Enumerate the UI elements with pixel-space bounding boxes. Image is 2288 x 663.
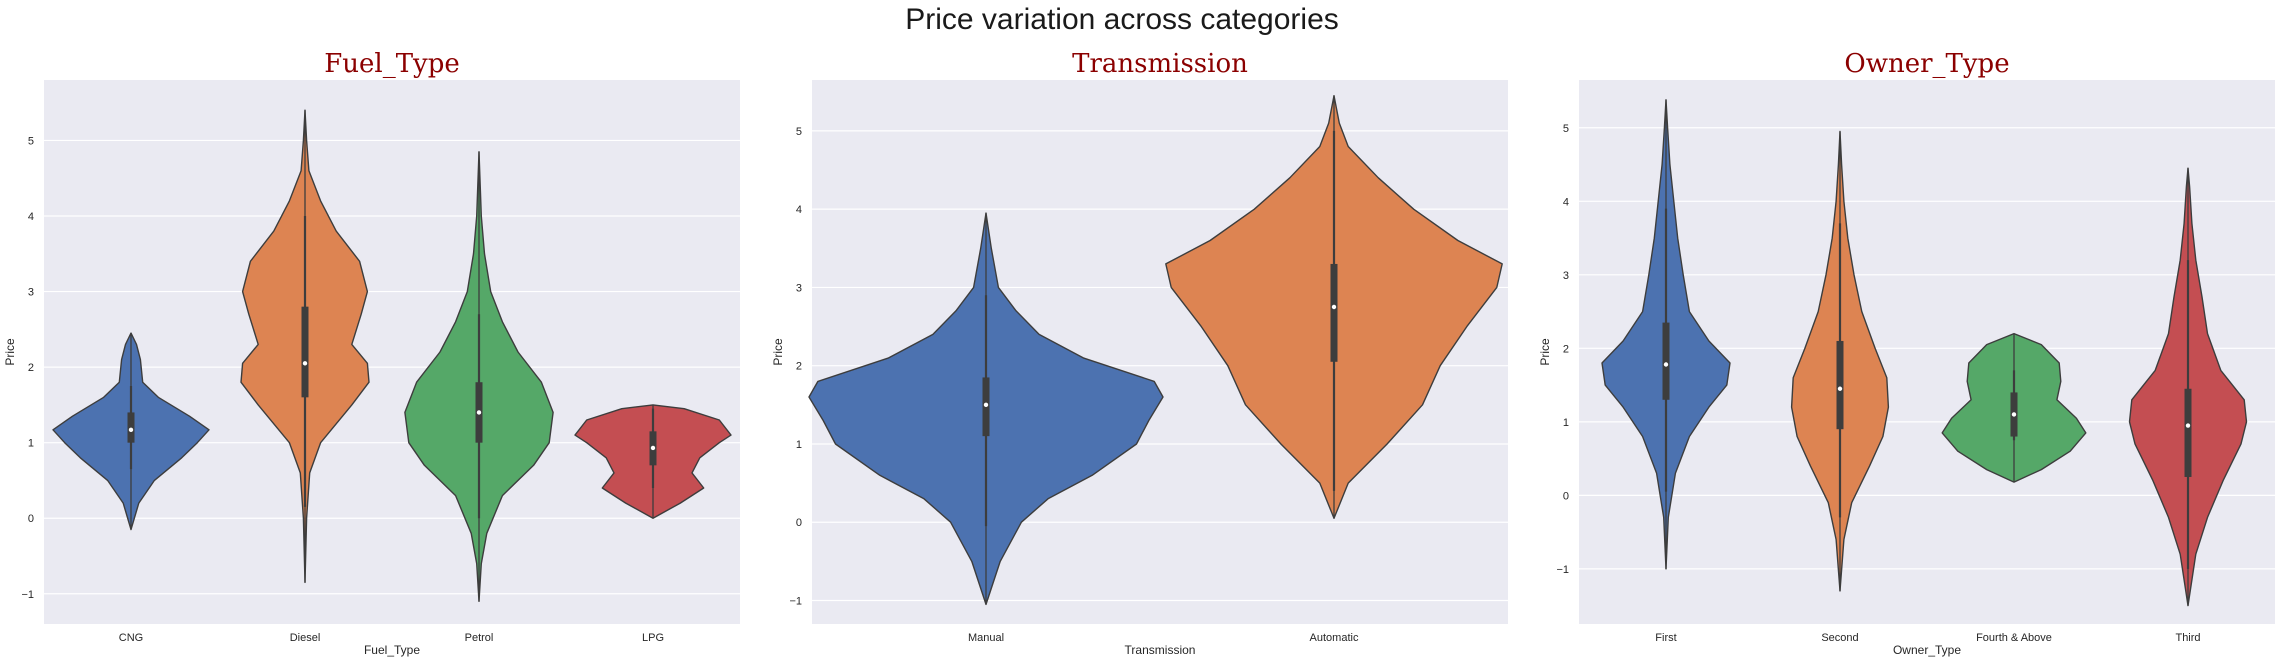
y-tick-label: 4 (796, 204, 802, 216)
transmission-x-ticks: Manual Automatic (968, 632, 1359, 644)
violin-iqr-box-third (2184, 388, 2192, 477)
owner-type-y-ticks: −1 0 1 2 3 4 5 (1556, 123, 1569, 576)
y-tick-label: 4 (28, 211, 34, 223)
violin-median-manual (983, 402, 989, 408)
y-tick-label: 1 (28, 438, 34, 450)
transmission-y-axis-label: Price (771, 338, 785, 366)
x-tick-label-second: Second (1821, 632, 1858, 644)
fuel-type-x-axis-label: Fuel_Type (364, 643, 420, 657)
y-tick-label: 2 (1563, 343, 1569, 355)
x-tick-label-petrol: Petrol (465, 632, 494, 644)
violin-median-fourth-above (2011, 412, 2017, 417)
violin-median-second (1837, 386, 1843, 391)
x-tick-label-first: First (1655, 632, 1676, 644)
y-tick-label: 3 (1563, 270, 1569, 282)
y-tick-label: 0 (1563, 490, 1569, 502)
transmission-y-ticks: −1 0 1 2 3 4 5 (789, 126, 802, 608)
y-tick-label: 4 (1563, 196, 1569, 208)
x-tick-label-manual: Manual (968, 632, 1004, 644)
fuel-type-violins (52, 109, 732, 602)
y-tick-label: −1 (789, 596, 802, 608)
y-tick-label: 1 (1563, 417, 1569, 429)
violin-median-petrol (476, 410, 482, 415)
y-tick-label: 3 (28, 287, 34, 299)
owner-type-panel: Owner_Type −1 0 1 2 3 4 5 First Second Fourth & … (1538, 49, 2275, 657)
y-tick-label: 5 (28, 135, 34, 147)
violin-median-cng (128, 427, 134, 433)
violin-median-lpg (650, 445, 656, 451)
y-tick-label: 5 (1563, 123, 1569, 135)
fuel-type-x-ticks: CNG Diesel Petrol LPG (119, 632, 664, 644)
y-tick-label: 3 (796, 282, 802, 294)
owner-type-y-axis-label: Price (1538, 338, 1552, 366)
violin-iqr-box-automatic (1330, 263, 1338, 362)
violin-median-first (1663, 362, 1669, 367)
y-tick-label: 2 (796, 361, 802, 373)
y-tick-label: 0 (28, 513, 34, 525)
violin-iqr-box-cng (127, 412, 135, 443)
x-tick-label-cng: CNG (119, 632, 143, 644)
transmission-x-axis-label: Transmission (1125, 643, 1196, 657)
violin-iqr-box-diesel (301, 306, 309, 398)
x-tick-label-fourth-above: Fourth & Above (1976, 632, 2052, 644)
x-tick-label-third: Third (2175, 632, 2200, 644)
transmission-panel: Transmission −1 0 1 2 3 4 5 Manual Automatic Pr… (771, 49, 1508, 657)
y-tick-label: −1 (21, 589, 34, 601)
violin-median-third (2185, 423, 2191, 428)
owner-type-title: Owner_Type (1844, 49, 2009, 79)
violin-median-diesel (302, 361, 308, 366)
fuel-type-y-ticks: −1 0 1 2 3 4 5 (21, 135, 34, 600)
y-tick-label: 5 (796, 126, 802, 138)
transmission-title: Transmission (1072, 49, 1248, 79)
violin-median-automatic (1331, 304, 1337, 310)
fuel-type-y-axis-label: Price (3, 338, 17, 366)
y-tick-label: 0 (796, 517, 802, 529)
owner-type-violins (1601, 99, 2248, 607)
violin-iqr-box-first (1662, 322, 1670, 400)
x-tick-label-diesel: Diesel (290, 632, 321, 644)
owner-type-x-ticks: First Second Fourth & Above Third (1655, 632, 2200, 644)
y-tick-label: 2 (28, 362, 34, 374)
transmission-violins (808, 95, 1503, 606)
fuel-type-title: Fuel_Type (324, 49, 460, 79)
fuel-type-plot-area (44, 80, 740, 624)
fuel-type-panel: Fuel_Type −1 0 1 2 3 4 5 CNG Diesel Petrol LPG Pr… (3, 49, 740, 657)
x-tick-label-automatic: Automatic (1310, 632, 1359, 644)
violin-iqr-box-second (1836, 340, 1844, 430)
figure-title: Price variation across categories (905, 3, 1339, 36)
x-tick-label-lpg: LPG (642, 632, 664, 644)
y-tick-label: −1 (1556, 564, 1569, 576)
owner-type-x-axis-label: Owner_Type (1893, 643, 1961, 657)
y-tick-label: 1 (796, 439, 802, 451)
